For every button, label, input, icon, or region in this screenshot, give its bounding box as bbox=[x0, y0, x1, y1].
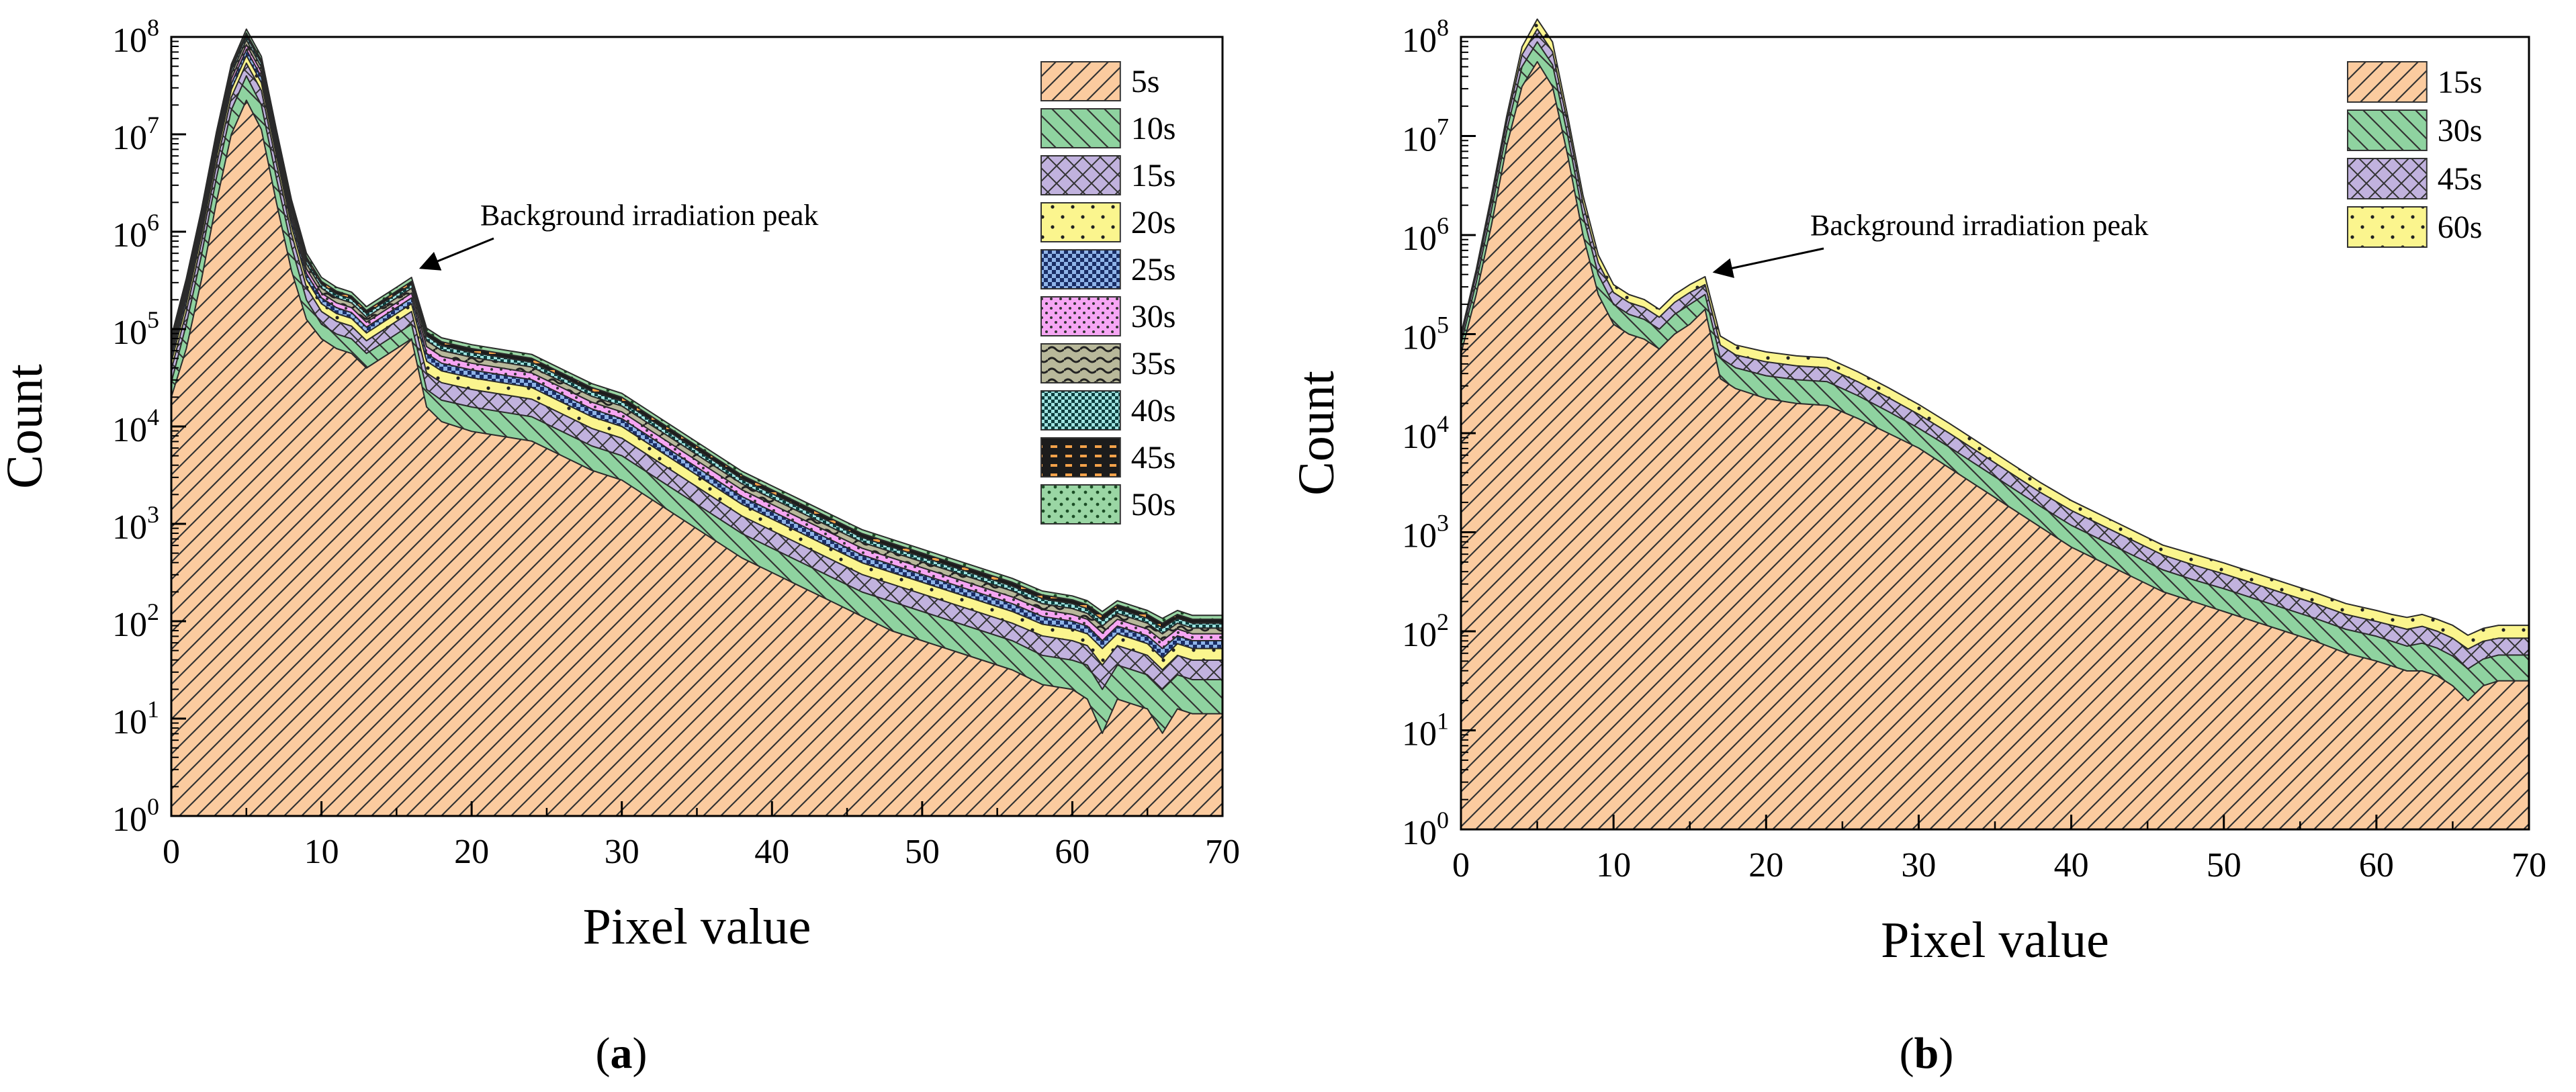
legend-label: 5s bbox=[1131, 64, 1160, 99]
panel-a: 0 10 20 30 40 50 60 70 100 101 102 103 104 105 106 107 1… bbox=[0, 14, 1240, 955]
legend-label: 25s bbox=[1131, 252, 1176, 287]
panel-b: 0 10 20 30 40 50 60 70 100 101 102 103 104 105 106 107 1… bbox=[1288, 14, 2546, 968]
legend-label: 30s bbox=[1131, 299, 1176, 334]
y-tick-label: 101 bbox=[1402, 708, 1449, 754]
panel-label-a: (a) bbox=[596, 1029, 648, 1078]
x-tick-label: 70 bbox=[2512, 846, 2546, 884]
y-tick-label: 108 bbox=[1402, 14, 1449, 60]
legend-swatch-pattern bbox=[1040, 296, 1121, 336]
y-tick-label: 104 bbox=[112, 404, 159, 449]
legend-label: 60s bbox=[2438, 210, 2483, 245]
y-tick-label: 107 bbox=[1402, 113, 1449, 159]
annotation-arrow bbox=[418, 237, 494, 271]
annotation-text: Background irradiation peak bbox=[480, 199, 818, 232]
legend-swatch-pattern bbox=[1040, 108, 1121, 148]
legend-swatch-pattern bbox=[1040, 155, 1121, 195]
legend-label: 45s bbox=[1131, 440, 1176, 475]
legend-swatch-pattern bbox=[2347, 109, 2428, 151]
y-tick-label: 104 bbox=[1402, 410, 1449, 456]
y-tick-label: 103 bbox=[112, 501, 159, 547]
panel-label-b: (b) bbox=[1900, 1029, 1954, 1078]
y-tick-label: 103 bbox=[1402, 510, 1449, 555]
area-outline bbox=[171, 99, 1223, 817]
legend-item: 25s bbox=[1040, 249, 1176, 289]
legend-label: 15s bbox=[1131, 158, 1176, 193]
legend-label: 50s bbox=[1131, 487, 1176, 522]
legend-item: 15s bbox=[1040, 155, 1176, 195]
x-tick-label: 0 bbox=[1452, 846, 1470, 884]
legend-swatch-pattern bbox=[1040, 61, 1121, 101]
legend-item: 20s bbox=[1040, 202, 1176, 242]
y-axis-title: Count bbox=[1288, 371, 1345, 496]
legend-item: 5s bbox=[1040, 61, 1160, 101]
x-tick-label: 50 bbox=[2207, 846, 2241, 884]
legend-swatch-pattern bbox=[1040, 202, 1121, 242]
x-tick-label: 50 bbox=[905, 833, 940, 871]
y-tick-label: 101 bbox=[112, 696, 159, 741]
y-tick-label: 106 bbox=[112, 209, 159, 255]
legend-item: 10s bbox=[1040, 108, 1176, 148]
x-tick-label: 40 bbox=[2054, 846, 2089, 884]
legend-swatch-pattern bbox=[1040, 390, 1121, 430]
legend-item: 60s bbox=[2347, 206, 2483, 248]
legend-label: 10s bbox=[1131, 111, 1176, 146]
x-axis-title: Pixel value bbox=[583, 899, 811, 955]
y-tick-label: 102 bbox=[1402, 608, 1449, 654]
area-series-15s bbox=[1460, 60, 2530, 830]
legend-label: 40s bbox=[1131, 393, 1176, 428]
legend: 5s 10s 15s 20s 25s 30s 35s 40s 45s 50s bbox=[1040, 61, 1176, 525]
x-tick-label: 40 bbox=[754, 833, 789, 871]
legend-swatch-pattern bbox=[1040, 484, 1121, 525]
x-tick-label: 10 bbox=[304, 833, 339, 871]
legend-swatch-pattern bbox=[1040, 437, 1121, 477]
legend-item: 45s bbox=[2347, 158, 2483, 199]
legend-item: 50s bbox=[1040, 484, 1176, 525]
legend-item: 40s bbox=[1040, 390, 1176, 430]
x-tick-label: 70 bbox=[1205, 833, 1240, 871]
legend-swatch-pattern bbox=[1040, 249, 1121, 289]
legend-item: 30s bbox=[1040, 296, 1176, 336]
x-tick-label: 60 bbox=[1055, 833, 1090, 871]
legend-swatch-pattern bbox=[2347, 206, 2428, 248]
x-tick-label: 20 bbox=[454, 833, 489, 871]
y-tick-label: 107 bbox=[112, 111, 159, 157]
y-tick-label: 100 bbox=[112, 793, 159, 839]
y-tick-label: 105 bbox=[1402, 312, 1449, 357]
area-series-5s bbox=[171, 99, 1223, 817]
legend-item: 45s bbox=[1040, 437, 1176, 477]
x-tick-label: 0 bbox=[163, 833, 180, 871]
legend-label: 45s bbox=[2438, 161, 2483, 197]
annotation-arrow bbox=[1712, 247, 1824, 278]
annotation-text: Background irradiation peak bbox=[1810, 209, 2148, 242]
legend-swatch-pattern bbox=[2347, 158, 2428, 199]
x-tick-label: 20 bbox=[1748, 846, 1783, 884]
legend-item: 35s bbox=[1040, 343, 1176, 383]
y-tick-label: 102 bbox=[112, 598, 159, 644]
legend-item: 15s bbox=[2347, 61, 2483, 103]
legend-swatch-pattern bbox=[1040, 343, 1121, 383]
y-axis-title: Count bbox=[0, 364, 53, 489]
x-tick-label: 30 bbox=[605, 833, 639, 871]
legend-label: 30s bbox=[2438, 113, 2483, 148]
x-axis-title: Pixel value bbox=[1881, 912, 2109, 968]
legend-label: 20s bbox=[1131, 205, 1176, 240]
x-tick-label: 60 bbox=[2359, 846, 2394, 884]
legend-label: 15s bbox=[2438, 64, 2483, 100]
legend-swatch-pattern bbox=[2347, 61, 2428, 103]
x-tick-label: 10 bbox=[1596, 846, 1631, 884]
legend-label: 35s bbox=[1131, 346, 1176, 381]
legend-item: 30s bbox=[2347, 109, 2483, 151]
area-outline bbox=[1460, 60, 2530, 830]
legend: 15s 30s 45s 60s bbox=[2347, 61, 2483, 248]
x-tick-label: 30 bbox=[1901, 846, 1936, 884]
y-tick-label: 108 bbox=[112, 14, 159, 60]
y-tick-label: 105 bbox=[112, 306, 159, 352]
y-tick-label: 100 bbox=[1402, 807, 1449, 852]
y-tick-label: 106 bbox=[1402, 212, 1449, 258]
